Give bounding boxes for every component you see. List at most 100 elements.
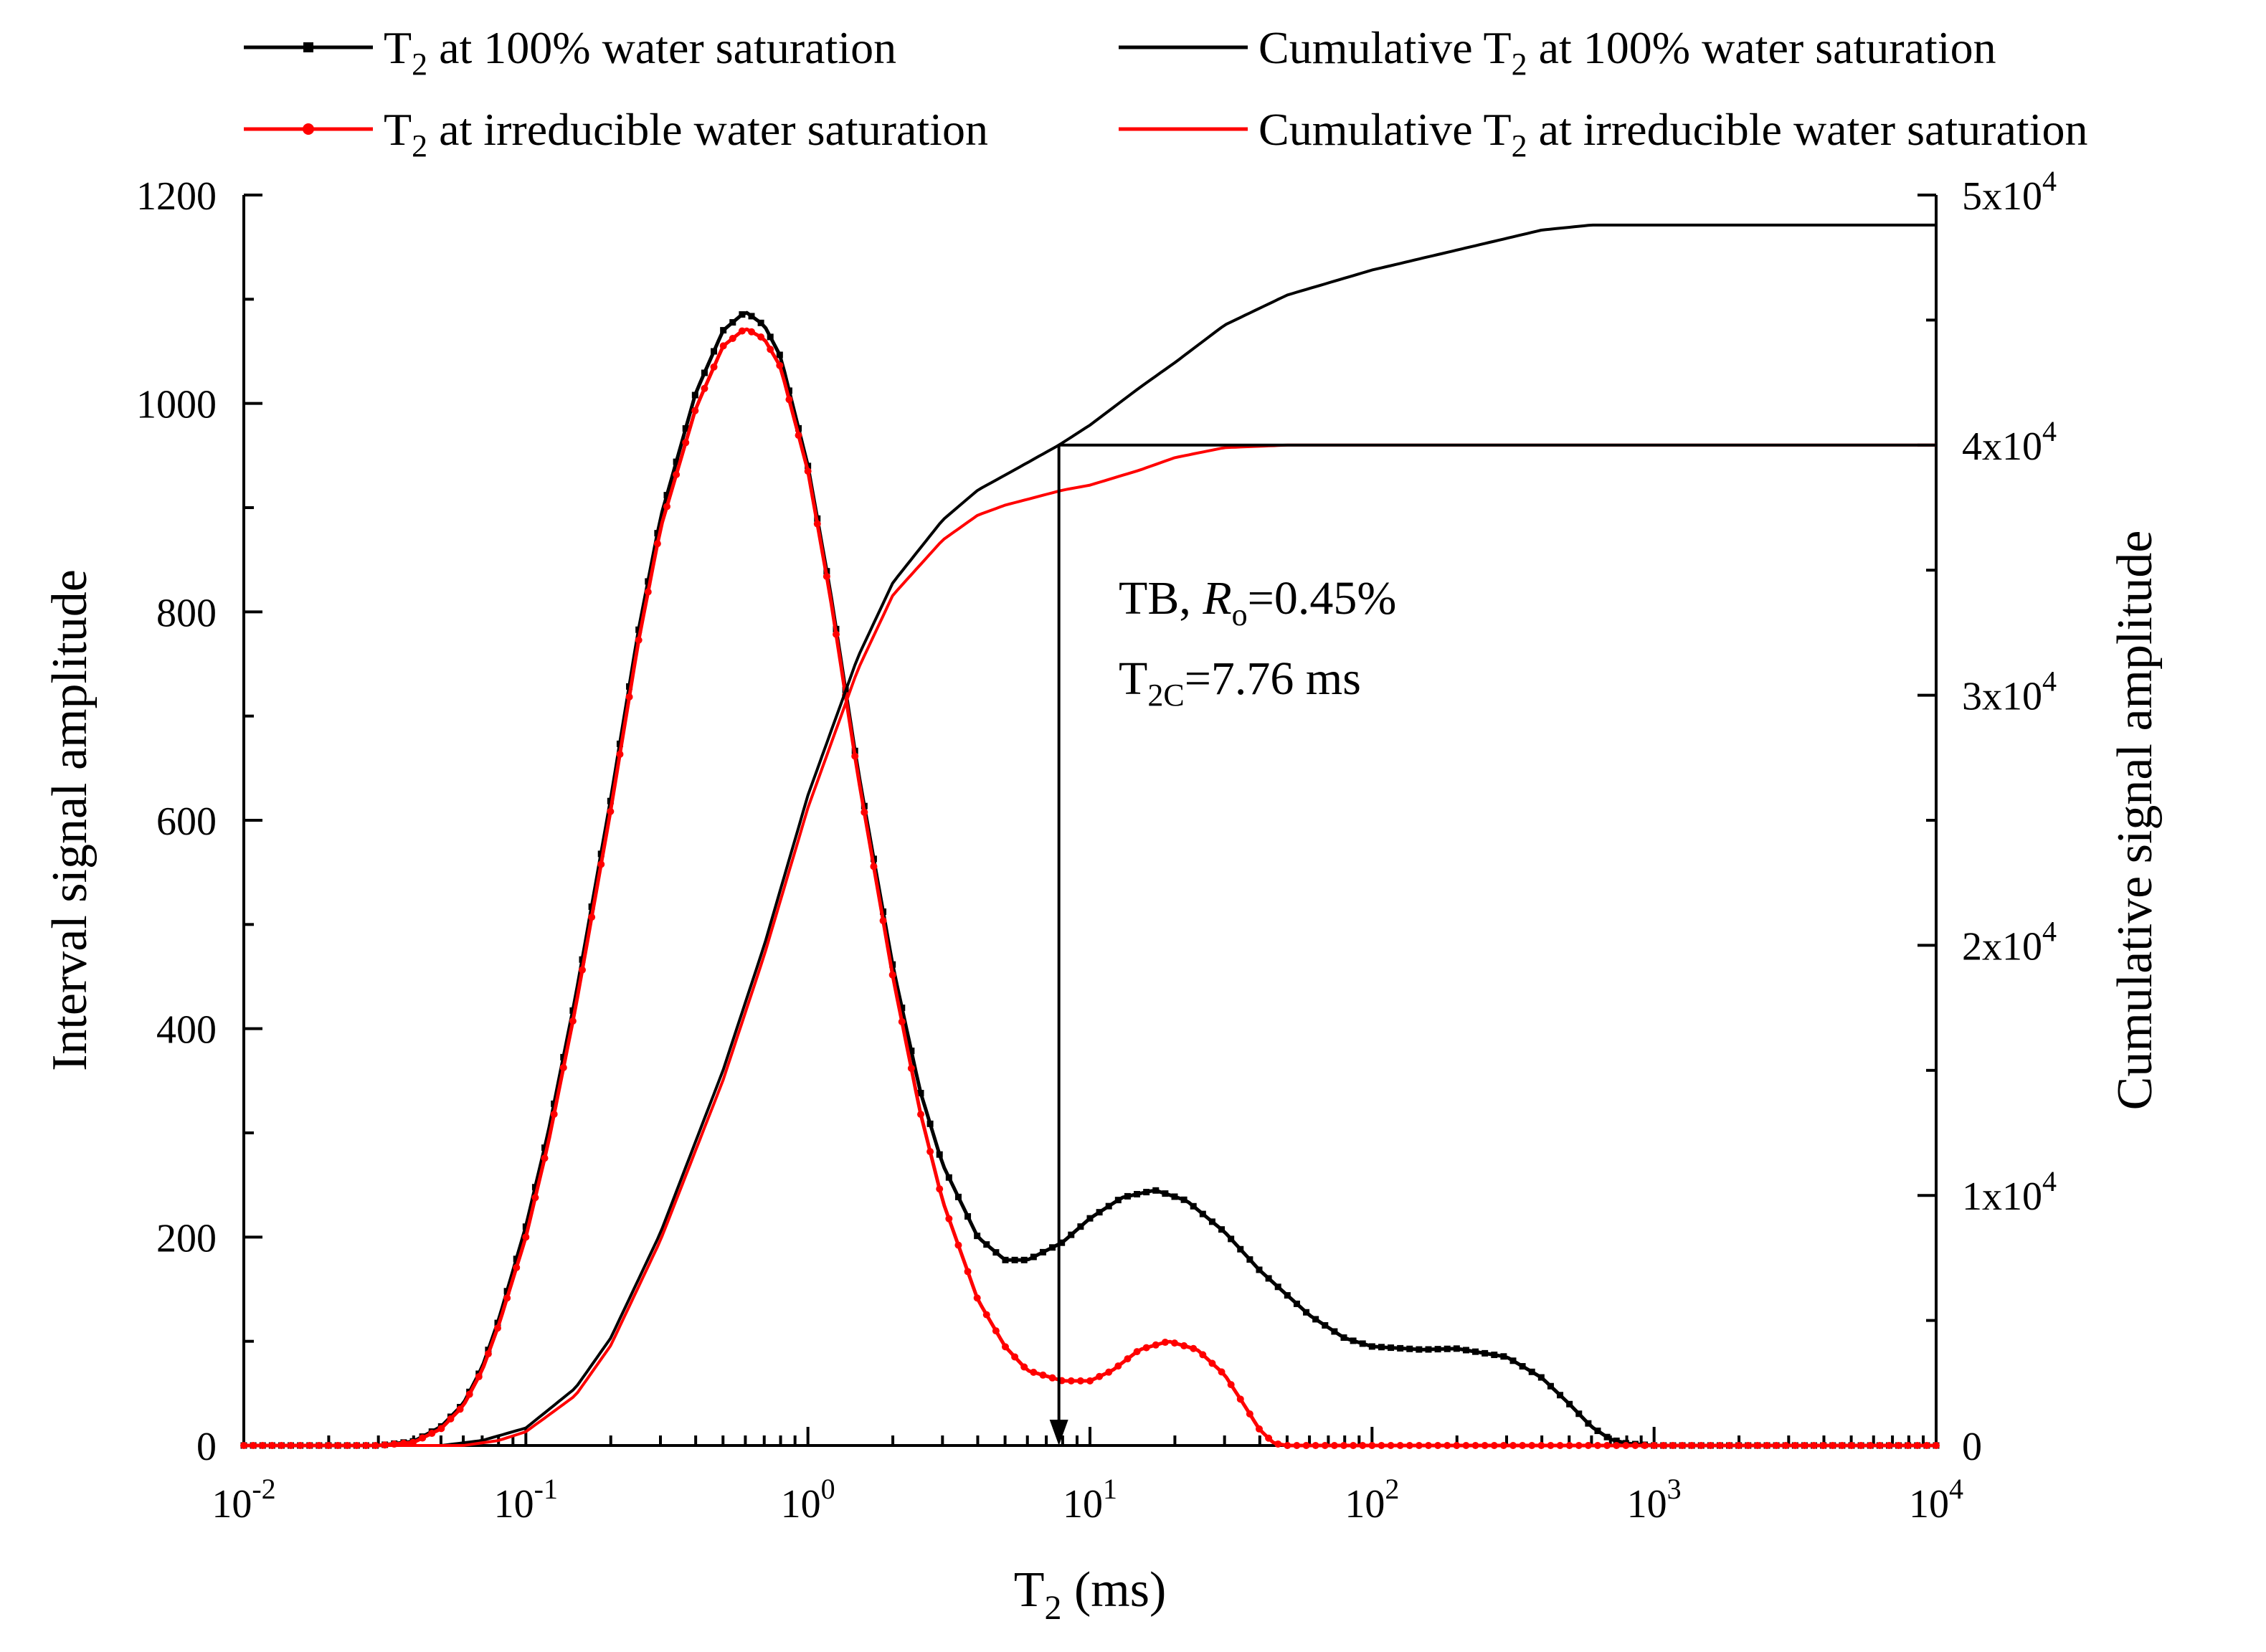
series-line-cum-irr [244,443,1936,1447]
series-marker-t2-irr [1904,1442,1912,1449]
series-marker-t2-100 [1180,1196,1187,1203]
series-marker-t2-irr [1171,1339,1178,1347]
series-marker-t2-irr [1613,1442,1621,1449]
series-marker-t2-irr [1096,1372,1104,1380]
y-left-tick-label: 400 [156,1008,217,1053]
series-marker-t2-100 [1537,1374,1545,1381]
series-marker-t2-irr [607,807,615,815]
series-marker-t2-100 [776,351,783,359]
series-marker-t2-irr [1838,1442,1846,1449]
series-marker-t2-100 [1425,1346,1432,1353]
series-marker-t2-irr [1425,1442,1432,1449]
series-marker-t2-irr [1556,1442,1564,1449]
series-marker-t2-100 [1594,1428,1601,1435]
series-marker-t2-irr [1659,1442,1667,1449]
series-marker-t2-irr [833,630,840,638]
series-marker-t2-irr [1810,1442,1818,1449]
series-marker-t2-irr [1575,1442,1583,1449]
series-marker-t2-100 [917,1090,924,1097]
series-marker-t2-100 [588,903,595,911]
series-marker-t2-irr [1848,1442,1855,1449]
series-marker-t2-irr [954,1241,962,1249]
series-marker-t2-100 [503,1288,511,1295]
series-marker-t2-100 [1077,1223,1084,1230]
x-axis-title: T2 (ms) [1014,1562,1167,1627]
series-marker-t2-100 [531,1184,539,1191]
series-marker-t2-irr [1265,1434,1273,1442]
series-marker-t2-irr [1340,1442,1347,1449]
series-marker-t2-irr [1490,1442,1498,1449]
series-marker-t2-irr [1302,1442,1310,1449]
series-cum-100 [244,223,1936,1447]
series-marker-t2-irr [748,328,755,336]
series-marker-t2-irr [898,1017,906,1025]
series-marker-t2-irr [1547,1442,1555,1449]
series-marker-t2-irr [879,917,887,925]
series-marker-t2-irr [1124,1355,1132,1363]
series-marker-t2-100 [1388,1344,1395,1352]
y-left-tick-label: 1000 [136,383,217,427]
series-marker-t2-irr [1076,1377,1084,1385]
series-marker-t2-100 [1256,1266,1263,1273]
series-marker-t2-irr [1208,1359,1216,1367]
series-marker-t2-100 [1011,1256,1018,1263]
series-marker-t2-100 [701,369,708,376]
y-right-tick-label: 0 [1962,1425,1982,1469]
series-line-t2-100 [244,310,1936,1448]
series-marker-t2-100 [1359,1340,1366,1347]
series-marker-t2-irr [1641,1442,1649,1449]
series-marker-t2-100 [1557,1392,1564,1399]
series-marker-t2-100 [1368,1343,1375,1350]
series-marker-t2-irr [776,361,784,369]
series-marker-t2-100 [720,327,727,334]
series-marker-t2-100 [1237,1245,1244,1253]
series-marker-t2-100 [1491,1352,1498,1359]
series-marker-t2-irr [1067,1377,1075,1385]
series-marker-t2-irr [729,335,736,343]
series-marker-t2-100 [1406,1345,1413,1352]
series-marker-t2-irr [428,1430,436,1438]
series-marker-t2-irr [973,1294,981,1302]
series-marker-t2-100 [1575,1410,1583,1418]
series-marker-t2-irr [484,1350,492,1358]
series-marker-t2-100 [682,425,689,432]
legend-label-t2-100: T2 at 100% water saturation [384,22,896,82]
series-marker-t2-irr [1594,1442,1601,1449]
series-marker-t2-100 [1434,1346,1441,1353]
legend-item-t2-irr: T2 at irreducible water saturation [244,104,988,163]
series-marker-t2-100 [1547,1382,1554,1390]
x-tick-label: 100 [781,1473,835,1527]
series-marker-t2-irr [1312,1442,1319,1449]
series-marker-t2-irr [691,407,699,414]
series-marker-t2-100 [1585,1420,1592,1427]
series-marker-t2-100 [1171,1193,1178,1200]
series-marker-t2-irr [964,1268,972,1276]
series-marker-t2-100 [1331,1328,1338,1335]
series-marker-t2-irr [1218,1368,1226,1376]
series-layer [240,223,1940,1449]
series-marker-t2-100 [1114,1197,1122,1204]
x-tick-label: 10-2 [212,1473,275,1527]
series-marker-t2-irr [1867,1442,1874,1449]
series-marker-t2-irr [597,860,605,868]
series-marker-t2-irr [1359,1442,1367,1449]
series-marker-t2-100 [785,387,792,394]
series-marker-t2-irr [1180,1342,1188,1349]
legend-marker-t2-irr [303,123,314,135]
series-marker-t2-irr [1246,1410,1253,1418]
series-marker-t2-irr [1256,1425,1263,1433]
series-marker-t2-irr [494,1324,501,1332]
series-marker-t2-100 [1208,1218,1215,1225]
series-marker-t2-irr [1471,1442,1479,1449]
series-marker-t2-100 [1322,1321,1329,1329]
series-marker-t2-irr [738,327,746,335]
series-marker-t2-100 [1482,1349,1489,1357]
series-marker-t2-irr [1321,1442,1329,1449]
series-marker-t2-100 [1472,1348,1479,1355]
series-marker-t2-irr [888,971,896,979]
legend-label-t2-irr: T2 at irreducible water saturation [384,104,988,163]
series-marker-t2-irr [945,1215,953,1223]
series-marker-t2-irr [437,1425,445,1433]
series-marker-t2-irr [1885,1442,1893,1449]
series-marker-t2-100 [654,530,661,537]
